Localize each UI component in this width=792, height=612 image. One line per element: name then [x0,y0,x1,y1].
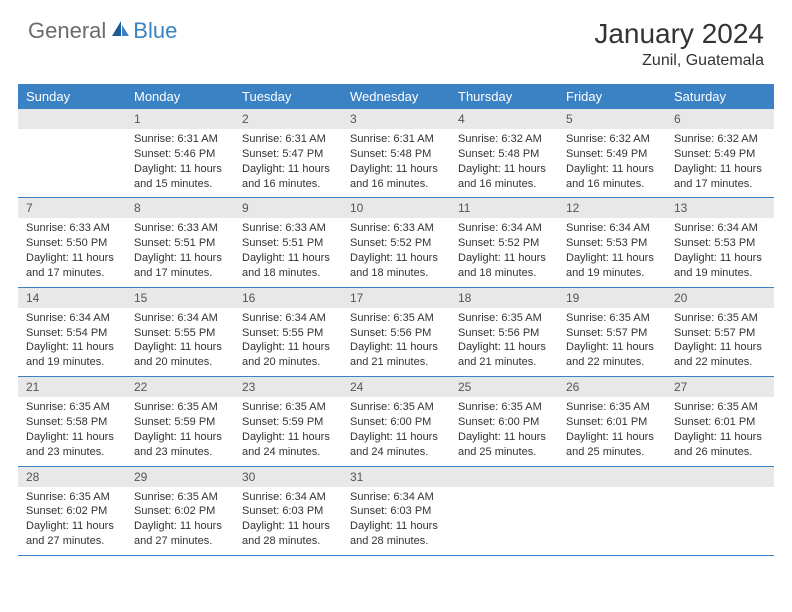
day-content: Sunrise: 6:35 AMSunset: 6:00 PMDaylight:… [342,397,450,465]
day-content: Sunrise: 6:34 AMSunset: 6:03 PMDaylight:… [342,487,450,555]
week-2-daynum-row: 14151617181920 [18,287,774,308]
day-content: Sunrise: 6:35 AMSunset: 5:56 PMDaylight:… [450,308,558,376]
day-content: Sunrise: 6:34 AMSunset: 5:53 PMDaylight:… [666,218,774,286]
day-number: 9 [234,198,342,219]
day-number: 15 [126,287,234,308]
day-number: 11 [450,198,558,219]
day-header-saturday: Saturday [666,84,774,109]
title-block: January 2024 Zunil, Guatemala [594,18,764,70]
day-number: 4 [450,109,558,129]
day-header-monday: Monday [126,84,234,109]
day-content: Sunrise: 6:35 AMSunset: 6:02 PMDaylight:… [18,487,126,555]
day-content: Sunrise: 6:33 AMSunset: 5:51 PMDaylight:… [234,218,342,286]
day-number [558,466,666,487]
day-content: Sunrise: 6:34 AMSunset: 5:55 PMDaylight:… [126,308,234,376]
week-4-content-row: Sunrise: 6:35 AMSunset: 6:02 PMDaylight:… [18,487,774,555]
month-title: January 2024 [594,18,764,50]
day-content: Sunrise: 6:31 AMSunset: 5:48 PMDaylight:… [342,129,450,197]
day-content: Sunrise: 6:35 AMSunset: 6:01 PMDaylight:… [558,397,666,465]
day-content: Sunrise: 6:34 AMSunset: 5:52 PMDaylight:… [450,218,558,286]
logo-text-general: General [28,18,106,44]
day-content [450,487,558,555]
day-content: Sunrise: 6:35 AMSunset: 6:01 PMDaylight:… [666,397,774,465]
day-content: Sunrise: 6:33 AMSunset: 5:52 PMDaylight:… [342,218,450,286]
day-content: Sunrise: 6:34 AMSunset: 5:53 PMDaylight:… [558,218,666,286]
day-header-sunday: Sunday [18,84,126,109]
week-4-daynum-row: 28293031 [18,466,774,487]
day-number: 29 [126,466,234,487]
day-content: Sunrise: 6:31 AMSunset: 5:46 PMDaylight:… [126,129,234,197]
day-content: Sunrise: 6:35 AMSunset: 5:59 PMDaylight:… [234,397,342,465]
day-content: Sunrise: 6:34 AMSunset: 5:55 PMDaylight:… [234,308,342,376]
day-content: Sunrise: 6:32 AMSunset: 5:48 PMDaylight:… [450,129,558,197]
day-number: 30 [234,466,342,487]
day-content [666,487,774,555]
day-number: 27 [666,377,774,398]
day-number [18,109,126,129]
day-content [558,487,666,555]
week-0-content-row: Sunrise: 6:31 AMSunset: 5:46 PMDaylight:… [18,129,774,197]
day-number [450,466,558,487]
day-number: 23 [234,377,342,398]
day-content: Sunrise: 6:35 AMSunset: 5:56 PMDaylight:… [342,308,450,376]
week-1-daynum-row: 78910111213 [18,198,774,219]
day-header-thursday: Thursday [450,84,558,109]
week-2-content-row: Sunrise: 6:34 AMSunset: 5:54 PMDaylight:… [18,308,774,376]
day-number: 6 [666,109,774,129]
day-number: 28 [18,466,126,487]
day-number: 26 [558,377,666,398]
page-header: General Blue January 2024 Zunil, Guatema… [0,0,792,78]
day-content: Sunrise: 6:31 AMSunset: 5:47 PMDaylight:… [234,129,342,197]
day-number: 24 [342,377,450,398]
day-number: 21 [18,377,126,398]
day-content: Sunrise: 6:35 AMSunset: 5:59 PMDaylight:… [126,397,234,465]
day-number: 3 [342,109,450,129]
week-3-daynum-row: 21222324252627 [18,377,774,398]
day-number: 13 [666,198,774,219]
day-header-row: SundayMondayTuesdayWednesdayThursdayFrid… [18,84,774,109]
day-number: 19 [558,287,666,308]
day-content: Sunrise: 6:35 AMSunset: 5:57 PMDaylight:… [558,308,666,376]
location-label: Zunil, Guatemala [594,52,764,70]
day-header-wednesday: Wednesday [342,84,450,109]
day-number [666,466,774,487]
day-number: 10 [342,198,450,219]
day-number: 25 [450,377,558,398]
day-number: 20 [666,287,774,308]
week-0-daynum-row: 123456 [18,109,774,129]
day-header-friday: Friday [558,84,666,109]
day-content: Sunrise: 6:35 AMSunset: 5:58 PMDaylight:… [18,397,126,465]
day-content: Sunrise: 6:33 AMSunset: 5:51 PMDaylight:… [126,218,234,286]
day-number: 1 [126,109,234,129]
day-number: 7 [18,198,126,219]
day-content: Sunrise: 6:34 AMSunset: 6:03 PMDaylight:… [234,487,342,555]
logo-sail-icon [110,19,130,44]
day-content [18,129,126,197]
logo: General Blue [28,18,177,44]
day-number: 16 [234,287,342,308]
day-number: 8 [126,198,234,219]
day-number: 12 [558,198,666,219]
calendar-table: SundayMondayTuesdayWednesdayThursdayFrid… [18,84,774,556]
day-number: 17 [342,287,450,308]
week-3-content-row: Sunrise: 6:35 AMSunset: 5:58 PMDaylight:… [18,397,774,465]
day-number: 18 [450,287,558,308]
day-number: 14 [18,287,126,308]
day-number: 2 [234,109,342,129]
day-content: Sunrise: 6:35 AMSunset: 6:02 PMDaylight:… [126,487,234,555]
day-number: 31 [342,466,450,487]
day-content: Sunrise: 6:35 AMSunset: 6:00 PMDaylight:… [450,397,558,465]
day-header-tuesday: Tuesday [234,84,342,109]
logo-text-blue: Blue [133,18,177,44]
day-content: Sunrise: 6:32 AMSunset: 5:49 PMDaylight:… [666,129,774,197]
day-content: Sunrise: 6:35 AMSunset: 5:57 PMDaylight:… [666,308,774,376]
day-number: 5 [558,109,666,129]
day-content: Sunrise: 6:32 AMSunset: 5:49 PMDaylight:… [558,129,666,197]
day-content: Sunrise: 6:34 AMSunset: 5:54 PMDaylight:… [18,308,126,376]
day-number: 22 [126,377,234,398]
day-content: Sunrise: 6:33 AMSunset: 5:50 PMDaylight:… [18,218,126,286]
week-separator [18,555,774,556]
week-1-content-row: Sunrise: 6:33 AMSunset: 5:50 PMDaylight:… [18,218,774,286]
